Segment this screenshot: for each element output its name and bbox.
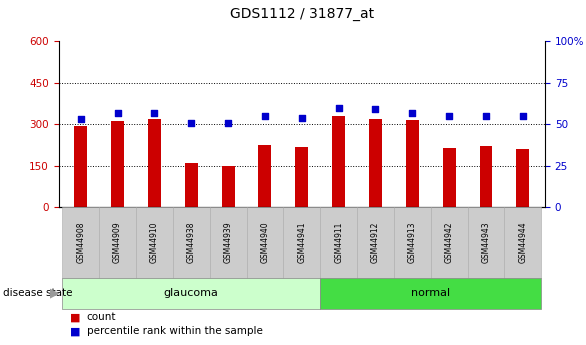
Text: ▶: ▶ xyxy=(50,287,59,300)
Bar xyxy=(74,126,87,207)
Bar xyxy=(258,145,271,207)
Point xyxy=(371,107,380,112)
Text: GSM44941: GSM44941 xyxy=(297,221,306,263)
Text: glaucoma: glaucoma xyxy=(164,288,219,298)
Bar xyxy=(222,166,234,207)
Text: GSM44911: GSM44911 xyxy=(334,222,343,263)
Point xyxy=(149,110,159,115)
Point xyxy=(297,115,306,120)
Point xyxy=(334,105,343,110)
Text: count: count xyxy=(87,313,116,322)
Text: GSM44944: GSM44944 xyxy=(519,221,527,263)
Bar xyxy=(369,119,382,207)
Bar xyxy=(148,119,161,207)
Text: disease state: disease state xyxy=(3,288,73,298)
Bar xyxy=(295,147,308,207)
Text: ■: ■ xyxy=(70,326,81,336)
Bar xyxy=(185,164,197,207)
Point xyxy=(186,120,196,125)
Text: GDS1112 / 31877_at: GDS1112 / 31877_at xyxy=(230,7,374,21)
Bar xyxy=(406,120,419,207)
Text: GSM44913: GSM44913 xyxy=(408,221,417,263)
Point xyxy=(408,110,417,115)
Text: ■: ■ xyxy=(70,313,81,322)
Text: GSM44940: GSM44940 xyxy=(260,221,270,263)
Text: GSM44910: GSM44910 xyxy=(150,221,159,263)
Point xyxy=(223,120,233,125)
Text: GSM44938: GSM44938 xyxy=(187,221,196,263)
Bar xyxy=(111,121,124,207)
Bar xyxy=(332,116,345,207)
Text: GSM44909: GSM44909 xyxy=(113,221,122,263)
Text: GSM44908: GSM44908 xyxy=(76,221,85,263)
Text: percentile rank within the sample: percentile rank within the sample xyxy=(87,326,263,336)
Bar xyxy=(516,149,529,207)
Point xyxy=(76,117,86,122)
Text: GSM44943: GSM44943 xyxy=(482,221,490,263)
Text: GSM44912: GSM44912 xyxy=(371,222,380,263)
Text: GSM44939: GSM44939 xyxy=(224,221,233,263)
Bar xyxy=(479,146,492,207)
Text: normal: normal xyxy=(411,288,450,298)
Text: GSM44942: GSM44942 xyxy=(445,221,454,263)
Point xyxy=(445,113,454,119)
Point xyxy=(481,113,490,119)
Point xyxy=(518,113,527,119)
Point xyxy=(260,113,270,119)
Point xyxy=(113,110,122,115)
Bar xyxy=(443,148,456,207)
